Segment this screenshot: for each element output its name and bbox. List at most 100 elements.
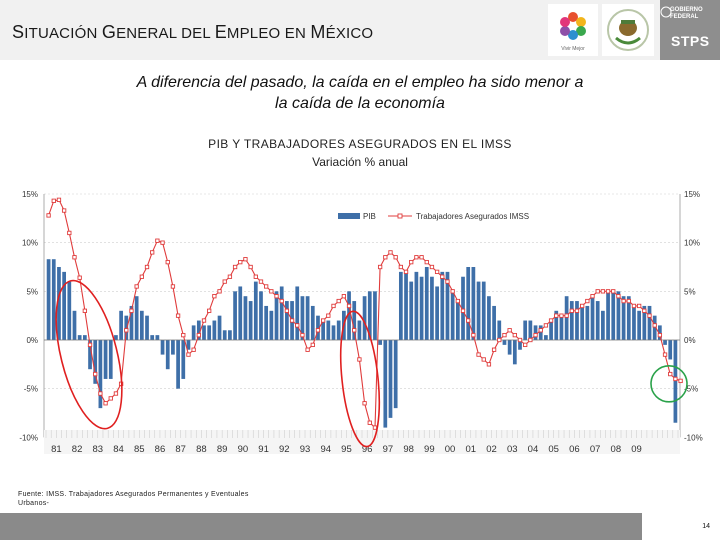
imss-point [222,279,227,284]
x-tick-label: 97 [383,444,394,455]
imss-point [554,313,559,318]
imss-point [538,328,543,333]
imss-point [336,298,341,304]
imss-point [668,371,673,377]
pib-bar [279,286,284,340]
imss-point [580,303,585,309]
mexico-seal-logo [602,4,654,56]
x-tick-label: 98 [403,444,414,455]
pib-bar [295,286,300,340]
imss-point [305,347,310,352]
imss-point [372,425,378,430]
x-tick-label: 83 [93,444,104,455]
imss-point [611,289,616,294]
imss-point [103,401,108,406]
imss-point [82,308,88,313]
y-tick-label-left: 15% [22,190,38,199]
imss-point [258,279,264,284]
x-tick-label: 86 [155,444,166,455]
imss-point [523,342,528,348]
imss-point [129,308,134,313]
pib-bar [129,305,134,340]
imss-point [56,197,62,202]
y-tick-label-left: 10% [22,239,38,248]
page-number: 14 [702,523,710,530]
imss-point [440,274,445,279]
imss-point [279,298,284,304]
imss-point [476,352,481,357]
source-note: Fuente: IMSS. Trabajadores Asegurados Pe… [18,490,318,508]
pib-bar [336,320,341,340]
imss-point [315,328,321,333]
pib-bar [51,259,56,340]
pib-bar [481,281,486,340]
imss-point [113,391,119,396]
pib-bar [564,296,569,340]
x-tick-label: 06 [569,444,580,455]
pib-bar [233,291,237,340]
x-tick-label: 05 [548,444,559,455]
pib-bar [367,291,372,340]
imss-point [160,240,165,245]
pib-bar [222,330,227,340]
pib-bar [585,305,590,340]
pib-bar [207,325,212,340]
pib-bar [409,281,414,340]
y-tick-label-left: -10% [19,433,38,442]
imss-point [300,332,305,338]
y-tick-label-left: 5% [26,287,38,296]
y-tick-label-right: -10% [684,433,703,442]
pib-bar [424,267,429,340]
x-tick-label: 90 [238,444,249,455]
imss-point [67,230,72,236]
y-tick-label-right: 5% [684,287,696,296]
imss-point [605,289,611,294]
pib-bar [305,296,310,340]
pib-bar [77,335,82,340]
pib-bar [316,315,320,340]
pib-bar [419,276,424,340]
imss-point [466,318,471,323]
imss-point [626,298,631,304]
pib-bar [331,325,336,340]
imss-point [248,264,253,270]
pib-bar [461,276,465,340]
pib-bar [388,340,393,418]
x-tick-label: 00 [445,444,456,455]
pib-bar [362,296,367,340]
headline-line-1: A diferencia del pasado, la caída en el … [136,74,584,91]
pib-bar [621,296,626,340]
imss-point [543,323,549,328]
vivir-mejor-logo: Vivir Mejor [548,4,598,56]
pib-bar [455,301,460,340]
pib-bar [611,291,616,340]
pib-bar [212,320,217,340]
pib-bar [264,305,269,340]
pib-bar [165,340,170,370]
imss-point [497,337,502,343]
imss-point [631,303,637,309]
pib-bar [310,305,315,340]
imss-point [564,313,569,318]
pib-bar [160,340,165,355]
imss-point [377,264,383,270]
imss-point [264,284,269,289]
pib-bar [191,325,196,340]
imss-point [502,332,507,338]
x-tick-label: 85 [134,444,145,455]
imss-point [600,289,606,294]
imss-point [201,318,207,323]
y-tick-label-left: -5% [24,385,38,394]
page-title: SITUACIÓN GENERAL DEL EMPLEO EN MÉXICO [12,22,374,42]
pib-bar [476,281,481,340]
imss-point [46,213,51,218]
imss-point [341,294,347,299]
imss-point [647,313,652,318]
imss-point [186,352,191,357]
pib-bar [430,276,434,340]
pib-bar [67,281,72,340]
imss-point [455,298,460,304]
pib-bar [632,305,636,340]
imss-point [175,313,181,318]
y-tick-label-right: 10% [684,239,700,248]
